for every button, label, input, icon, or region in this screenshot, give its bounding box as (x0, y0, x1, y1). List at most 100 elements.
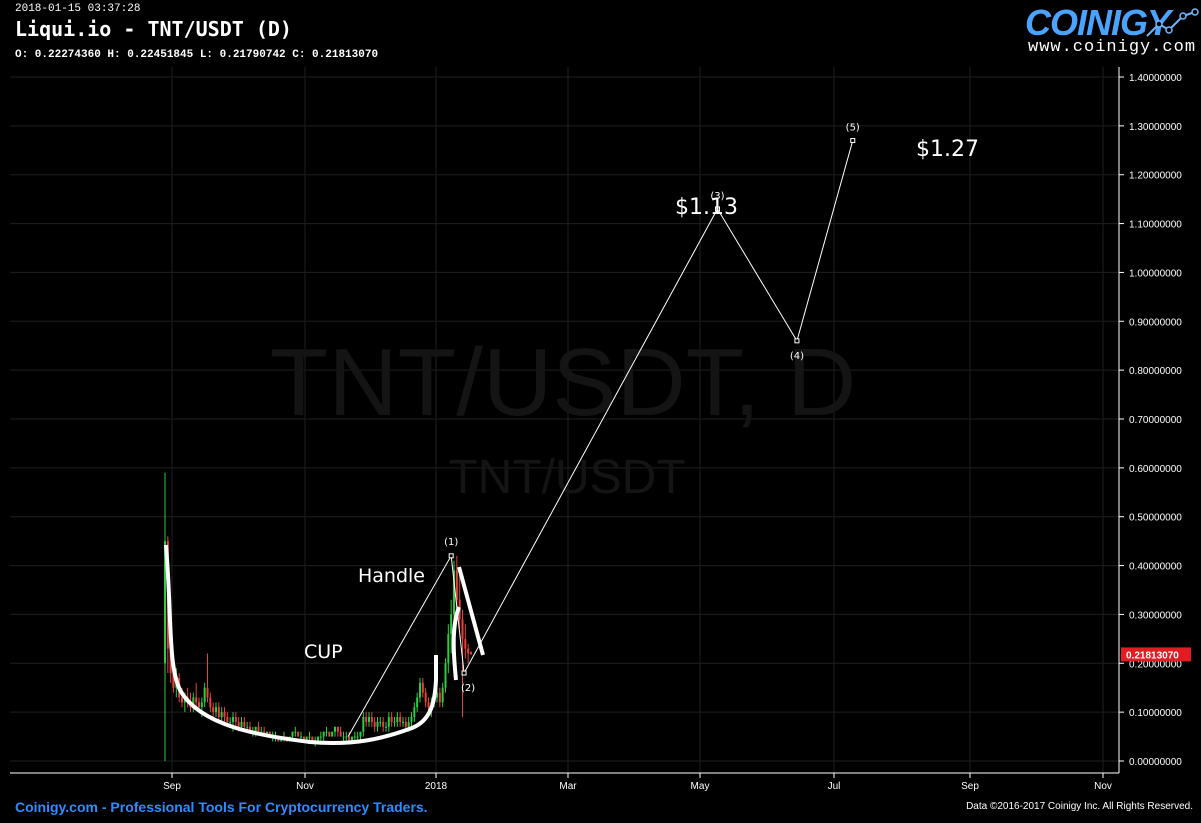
candle-body (232, 717, 234, 722)
watermark-symbol: TNT/USDT, D (270, 329, 857, 436)
candle-body (246, 726, 249, 728)
candle-body (416, 697, 419, 708)
candle-body (181, 697, 183, 703)
candle-body (206, 687, 209, 698)
annotation-label: Handle (358, 565, 425, 587)
candle-body (390, 717, 393, 722)
y-tick-label: 1.40000000 (1129, 73, 1182, 84)
candle-body (356, 736, 359, 738)
candle-body (294, 731, 297, 733)
x-tick-label: Mar (559, 781, 577, 792)
candle-body (328, 731, 331, 737)
chart-title: Liqui.io - TNT/USDT (D) (15, 17, 292, 41)
y-tick-label: 0.80000000 (1129, 366, 1182, 377)
footer-copyright: Data ©2016-2017 Coinigy Inc. All Rights … (966, 801, 1193, 812)
wave-point (850, 138, 856, 144)
candle-body (373, 721, 376, 727)
cup-curve (164, 544, 438, 746)
wave-point (714, 206, 720, 212)
y-tick-label: 1.20000000 (1129, 171, 1182, 182)
candle-body (436, 692, 438, 698)
candle-body (260, 731, 263, 733)
candle-body (376, 721, 379, 727)
candle-body (198, 702, 200, 708)
candle-body (254, 726, 257, 732)
candle-body (240, 721, 243, 727)
candle-body (215, 707, 217, 713)
y-tick-label: 1.00000000 (1129, 268, 1182, 279)
candle-body (362, 717, 365, 732)
wave-label: (3) (710, 191, 724, 202)
candle-body (223, 712, 226, 718)
candle-body (220, 712, 223, 718)
candle-body (195, 697, 198, 703)
annotation-label: $1.13 (675, 195, 738, 220)
candle-body (217, 707, 220, 718)
candle-body (396, 717, 399, 722)
candle-body (427, 702, 430, 708)
candle-body (453, 570, 455, 615)
x-axis: Sep Nov 2018 Mar May Jul Sep Nov (163, 773, 1112, 792)
candle-body (317, 736, 319, 742)
candle-body (308, 736, 311, 738)
candle-body (334, 726, 336, 732)
y-tick-label: 0.00000000 (1129, 757, 1182, 768)
candle-body (419, 682, 421, 698)
candle-body (331, 731, 334, 737)
logo-wordmark: COINIGY (1025, 2, 1171, 43)
candle-body (351, 736, 353, 742)
candle-body (410, 717, 413, 722)
x-tick-label: 2018 (425, 781, 448, 792)
candle-body (249, 726, 251, 732)
candle-body (404, 721, 407, 727)
candle-body (229, 721, 232, 723)
price-tag-label: 0.21813070 (1126, 650, 1179, 661)
candle-body (164, 541, 166, 664)
wave-point (461, 670, 467, 676)
candle-body (470, 652, 472, 655)
candle-body (339, 731, 342, 737)
annotations: CUP Handle $1.13 $1.27 (304, 137, 979, 663)
candle-body (370, 717, 373, 722)
x-tick-label: Jul (828, 781, 841, 792)
y-tick-label: 0.70000000 (1129, 415, 1182, 426)
y-tick-label: 0.50000000 (1129, 513, 1182, 524)
chart-datetime: 2018-01-15 03:37:28 (15, 3, 141, 15)
candle-body (291, 731, 294, 737)
candle-body (385, 726, 387, 728)
candle-body (353, 736, 356, 738)
candle-body (393, 721, 396, 723)
candle-body (359, 731, 362, 737)
candle-body (399, 717, 402, 722)
y-tick-label: 0.90000000 (1129, 317, 1182, 328)
candle-body (243, 721, 246, 727)
y-tick-label: 0.20000000 (1129, 659, 1182, 670)
candle-body (413, 707, 416, 718)
wave-point (794, 338, 800, 344)
wave-line (347, 140, 854, 737)
wave-point (448, 553, 454, 559)
x-tick-label: May (691, 781, 710, 792)
y-tick-label: 0.40000000 (1129, 562, 1182, 573)
candle-body (169, 648, 172, 674)
last-price-tag: 0.21813070 (1121, 647, 1191, 662)
annotation-label: $1.27 (916, 137, 979, 162)
candle-body (325, 731, 328, 733)
candle-body (212, 707, 215, 713)
candle-body (342, 736, 345, 738)
price-tag-bg (1121, 647, 1191, 662)
footer-tagline[interactable]: Coinigy.com - Professional Tools For Cry… (15, 799, 428, 815)
candle-body (203, 687, 206, 703)
candle-body (455, 570, 458, 600)
y-tick-label: 0.30000000 (1129, 610, 1182, 621)
handle-curve-right (457, 566, 485, 656)
coinigy-logo[interactable]: COINIGY www.coinigy.com (1025, 0, 1199, 60)
candle-body (382, 721, 385, 727)
candle-body (467, 648, 470, 654)
candle-body (444, 663, 447, 688)
candle-body (209, 697, 212, 708)
candle-body (322, 731, 325, 737)
candle-body (402, 721, 404, 723)
candle-body (172, 673, 175, 688)
